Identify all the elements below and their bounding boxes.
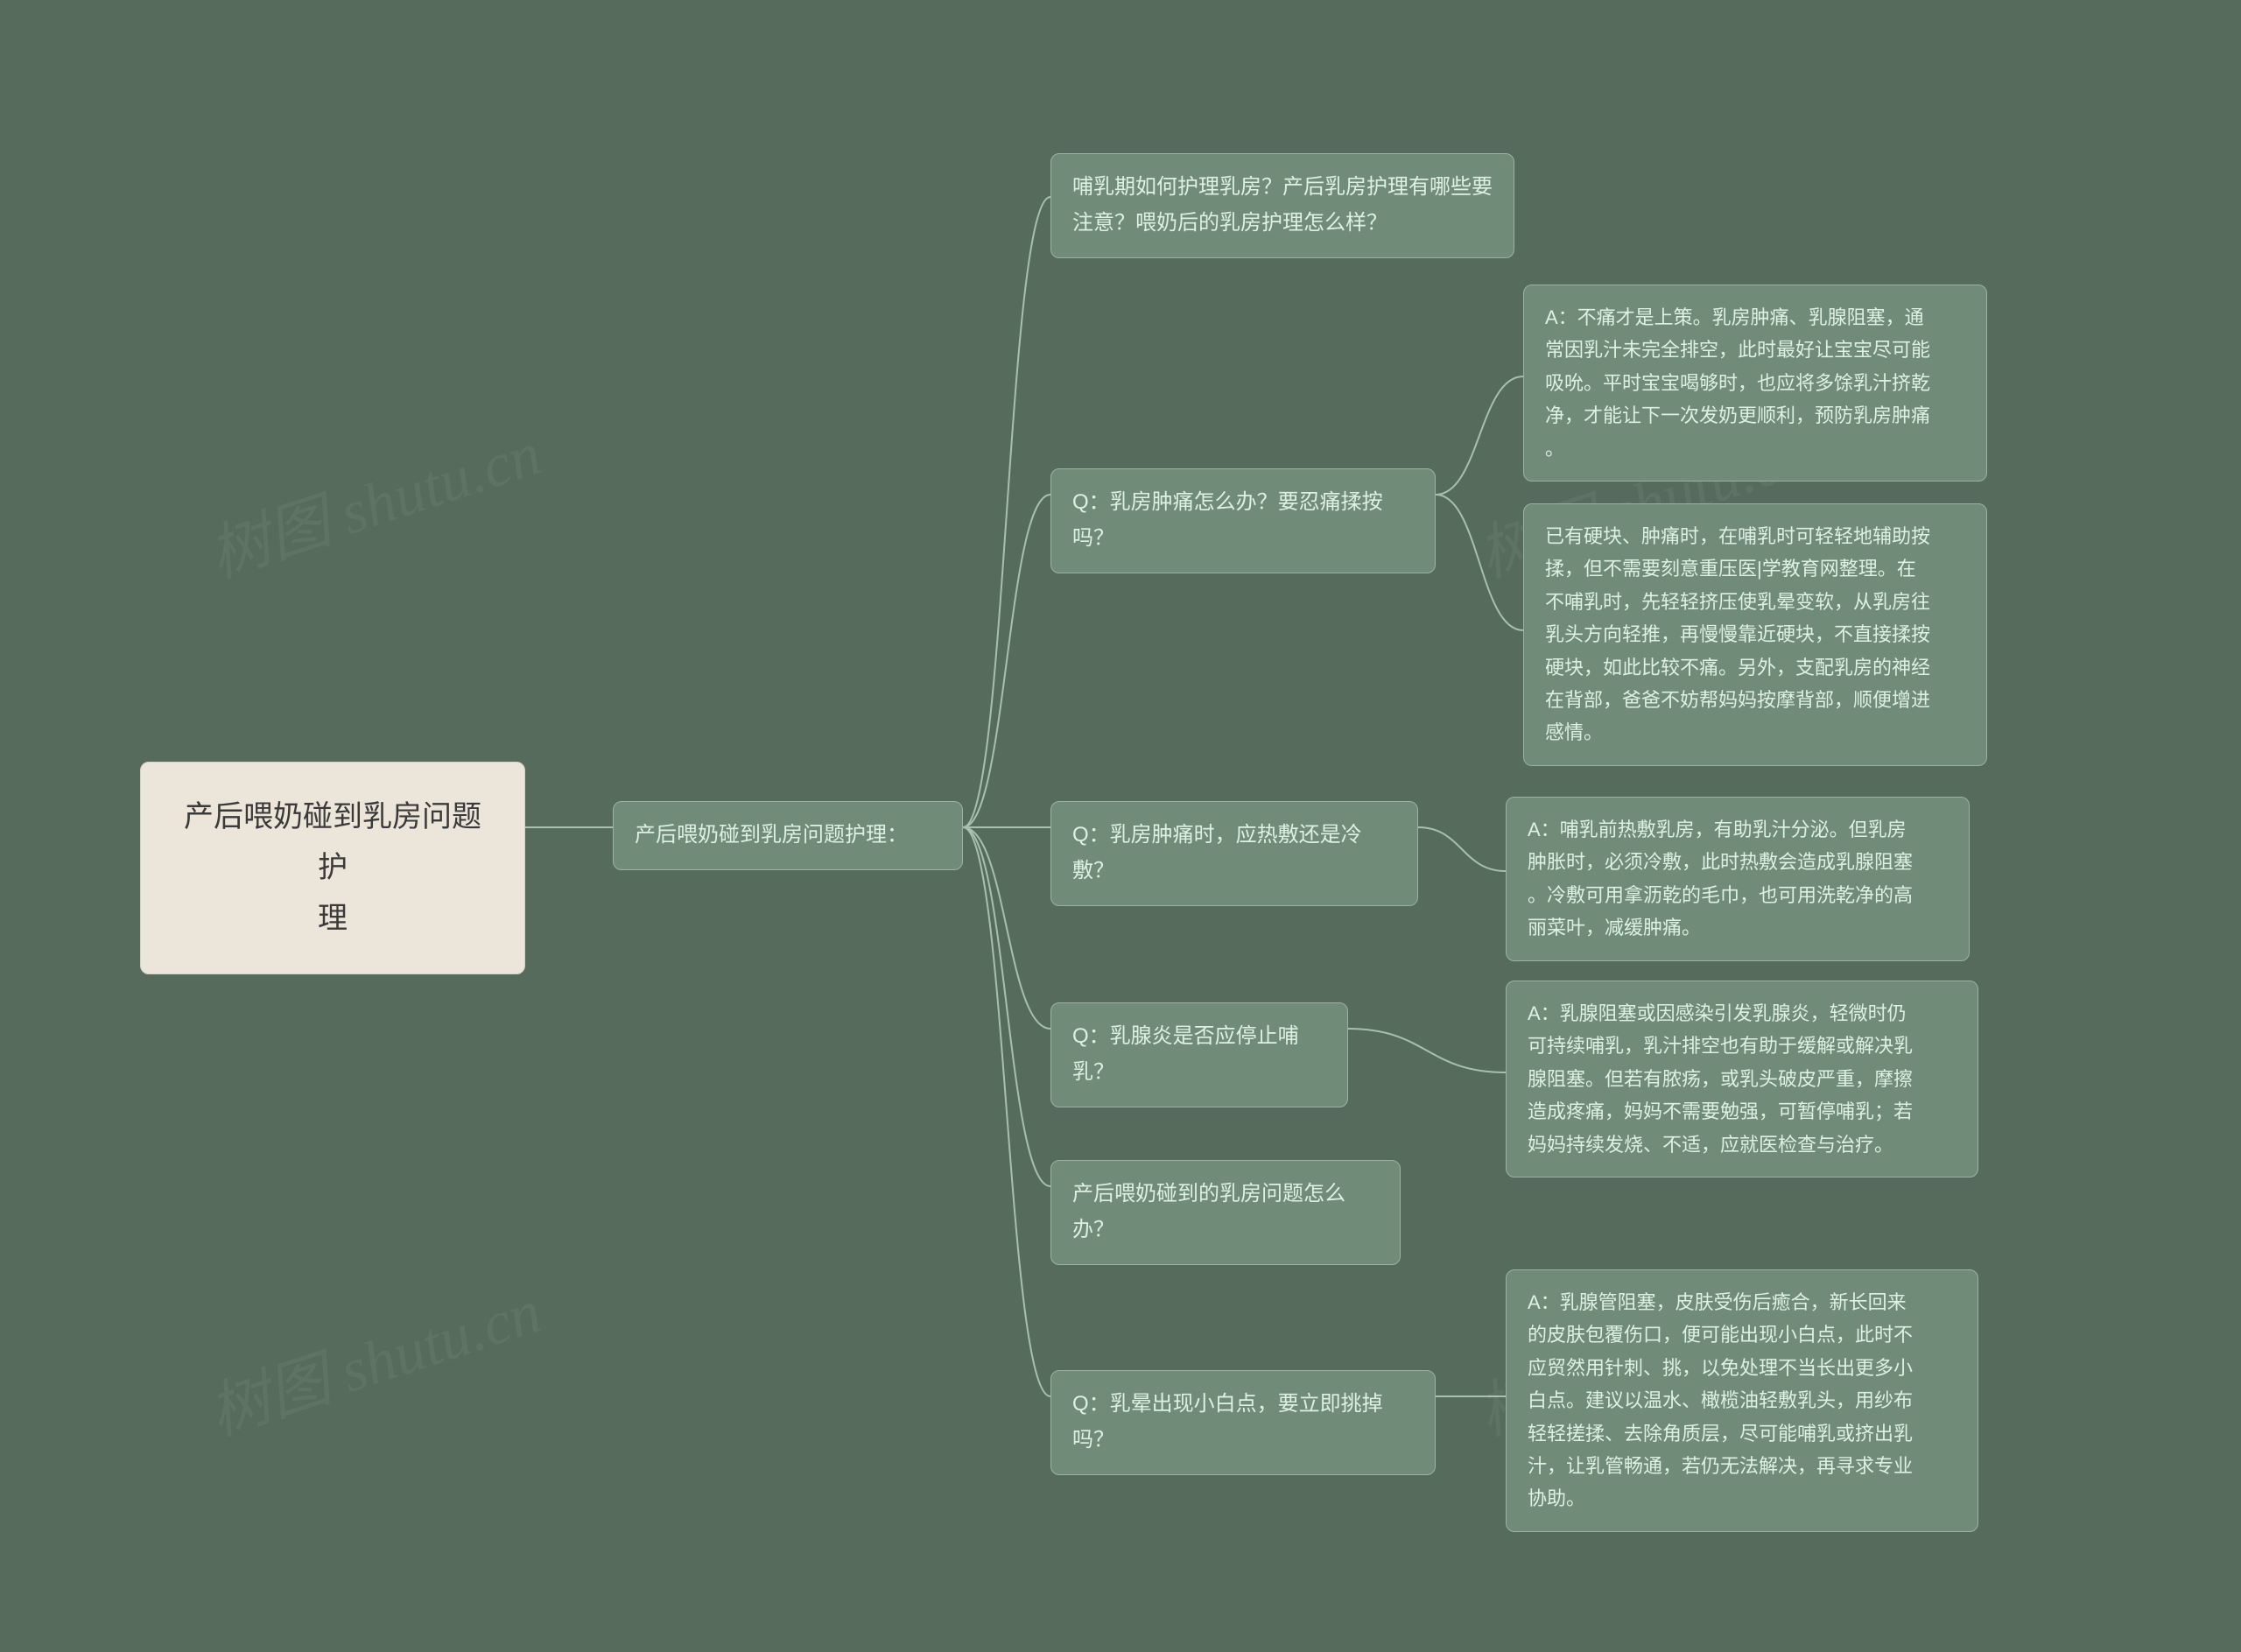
watermark: 树图 shutu.cn [196, 404, 551, 594]
level2-node[interactable]: 产后喂奶碰到的乳房问题怎么办？ [1050, 1160, 1401, 1265]
level2-node[interactable]: Q：乳房肿痛怎么办？要忍痛揉按吗？ [1050, 468, 1436, 573]
watermark: 树图 shutu.cn [196, 1262, 551, 1452]
mindmap-canvas: 树图 shutu.cn树图 shutu.cn树图 shutu.cn树图 shut… [0, 0, 2241, 1652]
level3-node[interactable]: A：乳腺管阻塞，皮肤受伤后癒合，新长回来的皮肤包覆伤口，便可能出现小白点，此时不… [1506, 1269, 1978, 1532]
level2-node[interactable]: Q：乳房肿痛时，应热敷还是冷敷？ [1050, 801, 1418, 906]
level3-node[interactable]: A：不痛才是上策。乳房肿痛、乳腺阻塞，通常因乳汁未完全排空，此时最好让宝宝尽可能… [1523, 285, 1987, 482]
level3-node[interactable]: 已有硬块、肿痛时，在哺乳时可轻轻地辅助按揉，但不需要刻意重压医|学教育网整理。在… [1523, 503, 1987, 766]
level2-node[interactable]: 哺乳期如何护理乳房？产后乳房护理有哪些要注意？喂奶后的乳房护理怎么样？ [1050, 153, 1514, 258]
level1-node[interactable]: 产后喂奶碰到乳房问题护理： [613, 801, 963, 870]
level2-node[interactable]: Q：乳晕出现小白点，要立即挑掉吗？ [1050, 1370, 1436, 1475]
level3-node[interactable]: A：乳腺阻塞或因感染引发乳腺炎，轻微时仍可持续哺乳，乳汁排空也有助于缓解或解决乳… [1506, 981, 1978, 1177]
level2-node[interactable]: Q：乳腺炎是否应停止哺乳？ [1050, 1002, 1348, 1107]
root-node[interactable]: 产后喂奶碰到乳房问题护理 [140, 762, 525, 974]
level3-node[interactable]: A：哺乳前热敷乳房，有助乳汁分泌。但乳房肿胀时，必须冷敷，此时热敷会造成乳腺阻塞… [1506, 797, 1970, 961]
